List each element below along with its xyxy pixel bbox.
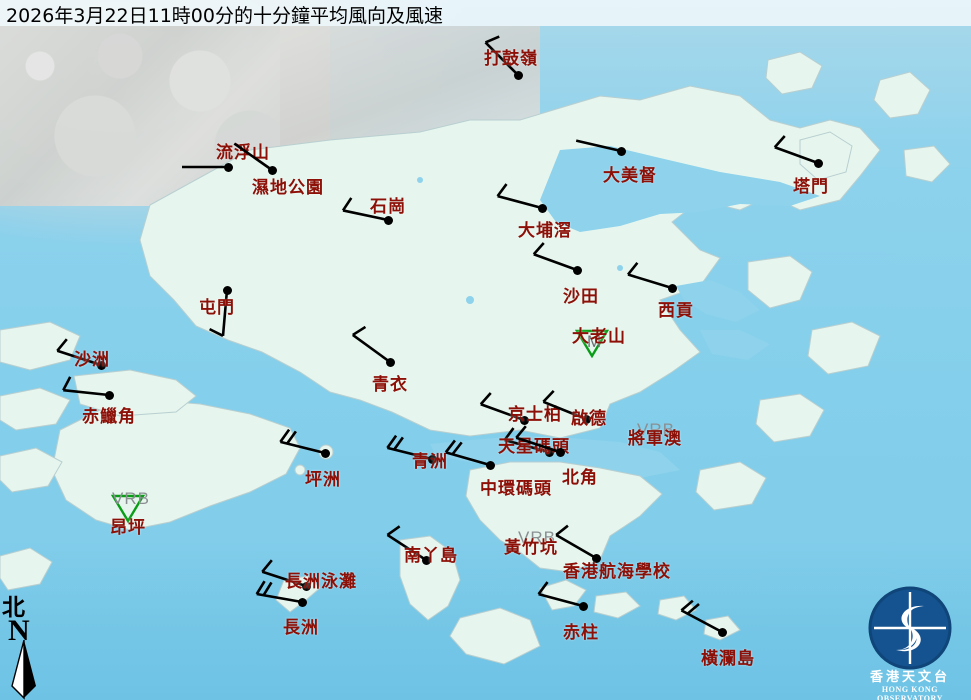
station-name-label: 石崗 bbox=[370, 197, 406, 216]
north-label-en: N bbox=[8, 614, 30, 647]
station-name-label: 橫瀾島 bbox=[701, 649, 755, 668]
wind-barb-icon bbox=[279, 428, 326, 455]
station-name-label: 赤柱 bbox=[563, 623, 599, 642]
station-name-label: 大埔滘 bbox=[518, 221, 572, 240]
station-name-label: 屯門 bbox=[199, 298, 235, 317]
compass-needle-icon bbox=[11, 640, 36, 700]
hko-logo-cn: 香港天文台 bbox=[869, 670, 950, 685]
station-name-label: 青衣 bbox=[372, 375, 408, 394]
variable-wind-label: VRB bbox=[112, 489, 150, 508]
wind-barb-icon bbox=[56, 338, 102, 367]
calm-code-label: M bbox=[587, 332, 603, 351]
wind-barb-icon bbox=[479, 392, 525, 422]
station-name-label: 沙洲 bbox=[74, 350, 110, 369]
hko-logo-en: HONG KONG OBSERVATORY bbox=[876, 685, 944, 700]
wind-barb-icon bbox=[496, 183, 543, 210]
wind-barb-icon bbox=[386, 434, 433, 461]
station-name-label: 京士柏 bbox=[508, 405, 562, 424]
wind-barb-icon bbox=[62, 376, 110, 397]
station-name-label: 長洲泳灘 bbox=[285, 572, 357, 591]
hko-emblem-icon bbox=[868, 586, 952, 670]
wind-barb-icon bbox=[233, 142, 273, 172]
station-name-label: 天星碼頭 bbox=[498, 437, 570, 456]
wind-barb-icon bbox=[386, 525, 427, 562]
wind-barb-icon bbox=[208, 289, 229, 337]
station-name-label: 濕地公園 bbox=[252, 178, 324, 197]
station-name-label: 青洲 bbox=[412, 452, 448, 471]
station-name-label: 沙田 bbox=[563, 287, 599, 306]
station-name-label: 將軍澳 bbox=[628, 429, 682, 448]
station-name-label: 昂坪 bbox=[110, 518, 146, 537]
page-title: 2026年3月22日11時00分的十分鐘平均風向及風速 bbox=[6, 5, 443, 27]
station-name-label: 塔門 bbox=[793, 177, 829, 196]
wind-barb-icon bbox=[182, 165, 228, 169]
wind-barb-icon bbox=[503, 427, 550, 454]
station-name-label: 長洲 bbox=[283, 618, 319, 637]
wind-barb-icon bbox=[341, 197, 389, 222]
wind-barb-icon bbox=[261, 559, 307, 588]
wind-barb-icon bbox=[255, 580, 303, 604]
wind-barb-icon bbox=[555, 524, 597, 560]
station-name-label: 大美督 bbox=[603, 166, 657, 185]
station-name-label: 南丫島 bbox=[404, 546, 458, 565]
station-name-label: 啟德 bbox=[571, 409, 607, 428]
station-name-label: 北角 bbox=[562, 468, 598, 487]
station-name-label: 赤鱲角 bbox=[82, 407, 136, 426]
wind-barb-icon bbox=[680, 599, 723, 634]
wind-barb-icon bbox=[626, 262, 673, 290]
station-name-label: 中環碼頭 bbox=[480, 479, 552, 498]
hko-logo: 香港天文台 HONG KONG OBSERVATORY bbox=[852, 586, 968, 700]
station-name-label: 香港航海學校 bbox=[563, 562, 671, 581]
north-arrow: 北 N bbox=[2, 588, 66, 700]
variable-wind-label: VRB bbox=[518, 528, 556, 547]
wind-barb-icon bbox=[773, 135, 819, 165]
wind-barb-icon bbox=[537, 581, 584, 608]
wind-barb-icon bbox=[352, 325, 391, 364]
wind-barb-icon bbox=[575, 139, 622, 153]
calm-triangle-icon bbox=[575, 329, 609, 358]
station-name-label: 西貢 bbox=[658, 301, 694, 320]
wind-barb-icon bbox=[542, 390, 587, 421]
station-name-label: 大老山 bbox=[572, 327, 626, 346]
station-name-label: 坪洲 bbox=[305, 470, 341, 489]
wind-barb-icon bbox=[515, 425, 561, 454]
title-bar: 2026年3月22日11時00分的十分鐘平均風向及風速 bbox=[0, 0, 971, 27]
variable-wind-label: VRB bbox=[637, 420, 675, 439]
wind-barb-icon bbox=[532, 242, 578, 272]
north-label-cn: 北 bbox=[2, 595, 25, 621]
wind-barb-icon bbox=[484, 35, 519, 76]
station-name-label: 黃竹坑 bbox=[504, 538, 558, 557]
calm-triangle-icon bbox=[111, 494, 145, 523]
wind-barb-icon bbox=[444, 439, 491, 467]
hko-logo-mark bbox=[868, 586, 952, 670]
station-name-label: 打鼓嶺 bbox=[484, 49, 538, 68]
